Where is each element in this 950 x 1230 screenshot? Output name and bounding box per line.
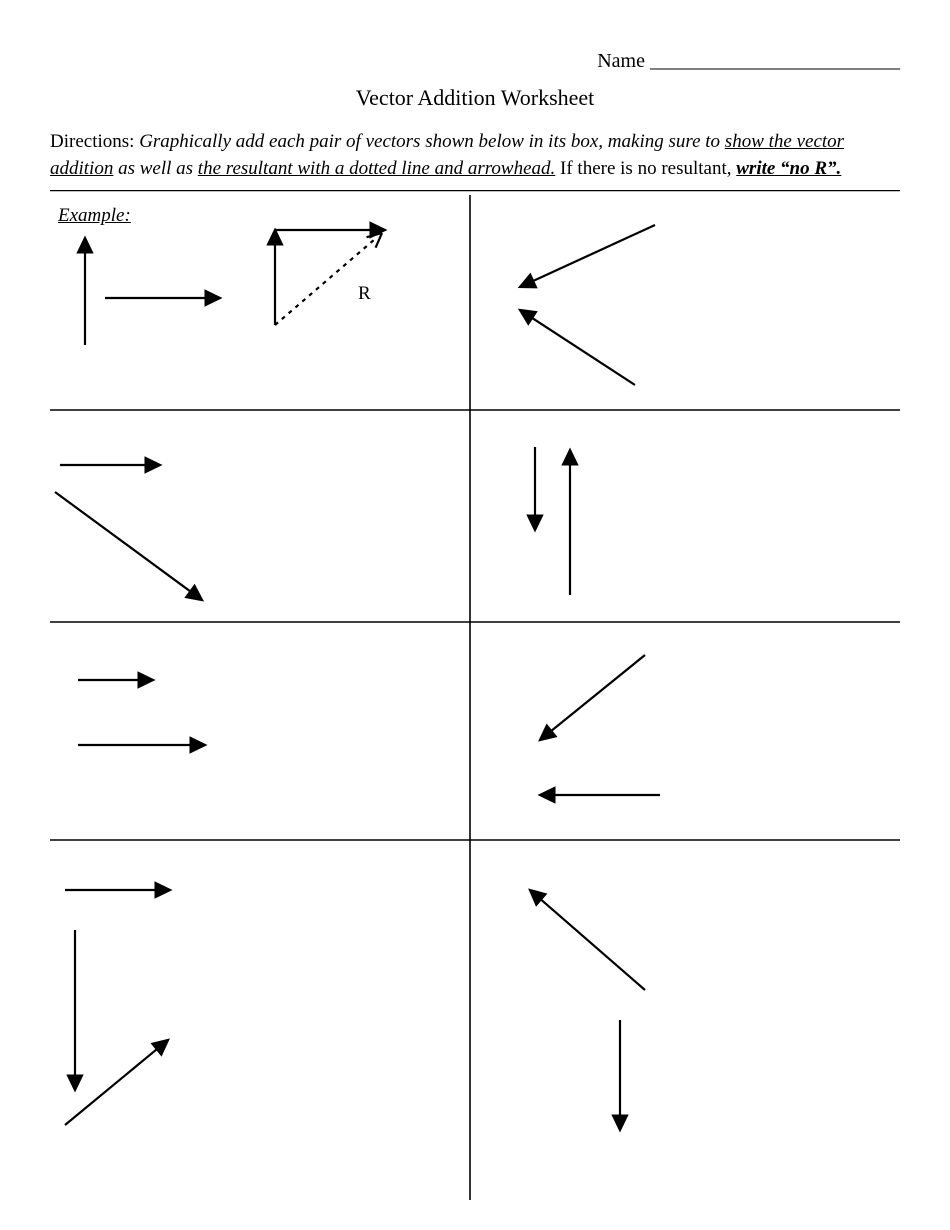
directions-mid1: as well as (113, 158, 197, 179)
directions-body-1: Graphically add each pair of vectors sho… (134, 131, 724, 152)
name-label: Name (597, 50, 645, 72)
directions-u3: write “no R”. (736, 158, 841, 179)
vector-grid-diagram (50, 190, 900, 1200)
name-field: Name _________________________ (50, 50, 900, 73)
directions-u2: the resultant with a dotted line and arr… (198, 158, 555, 179)
worksheet-title: Vector Addition Worksheet (50, 85, 900, 111)
name-blank: _________________________ (650, 50, 900, 72)
directions-text: Directions: Graphically add each pair of… (50, 129, 900, 182)
directions-mid2: If there is no resultant, (555, 158, 736, 179)
directions-label: Directions: (50, 131, 134, 152)
